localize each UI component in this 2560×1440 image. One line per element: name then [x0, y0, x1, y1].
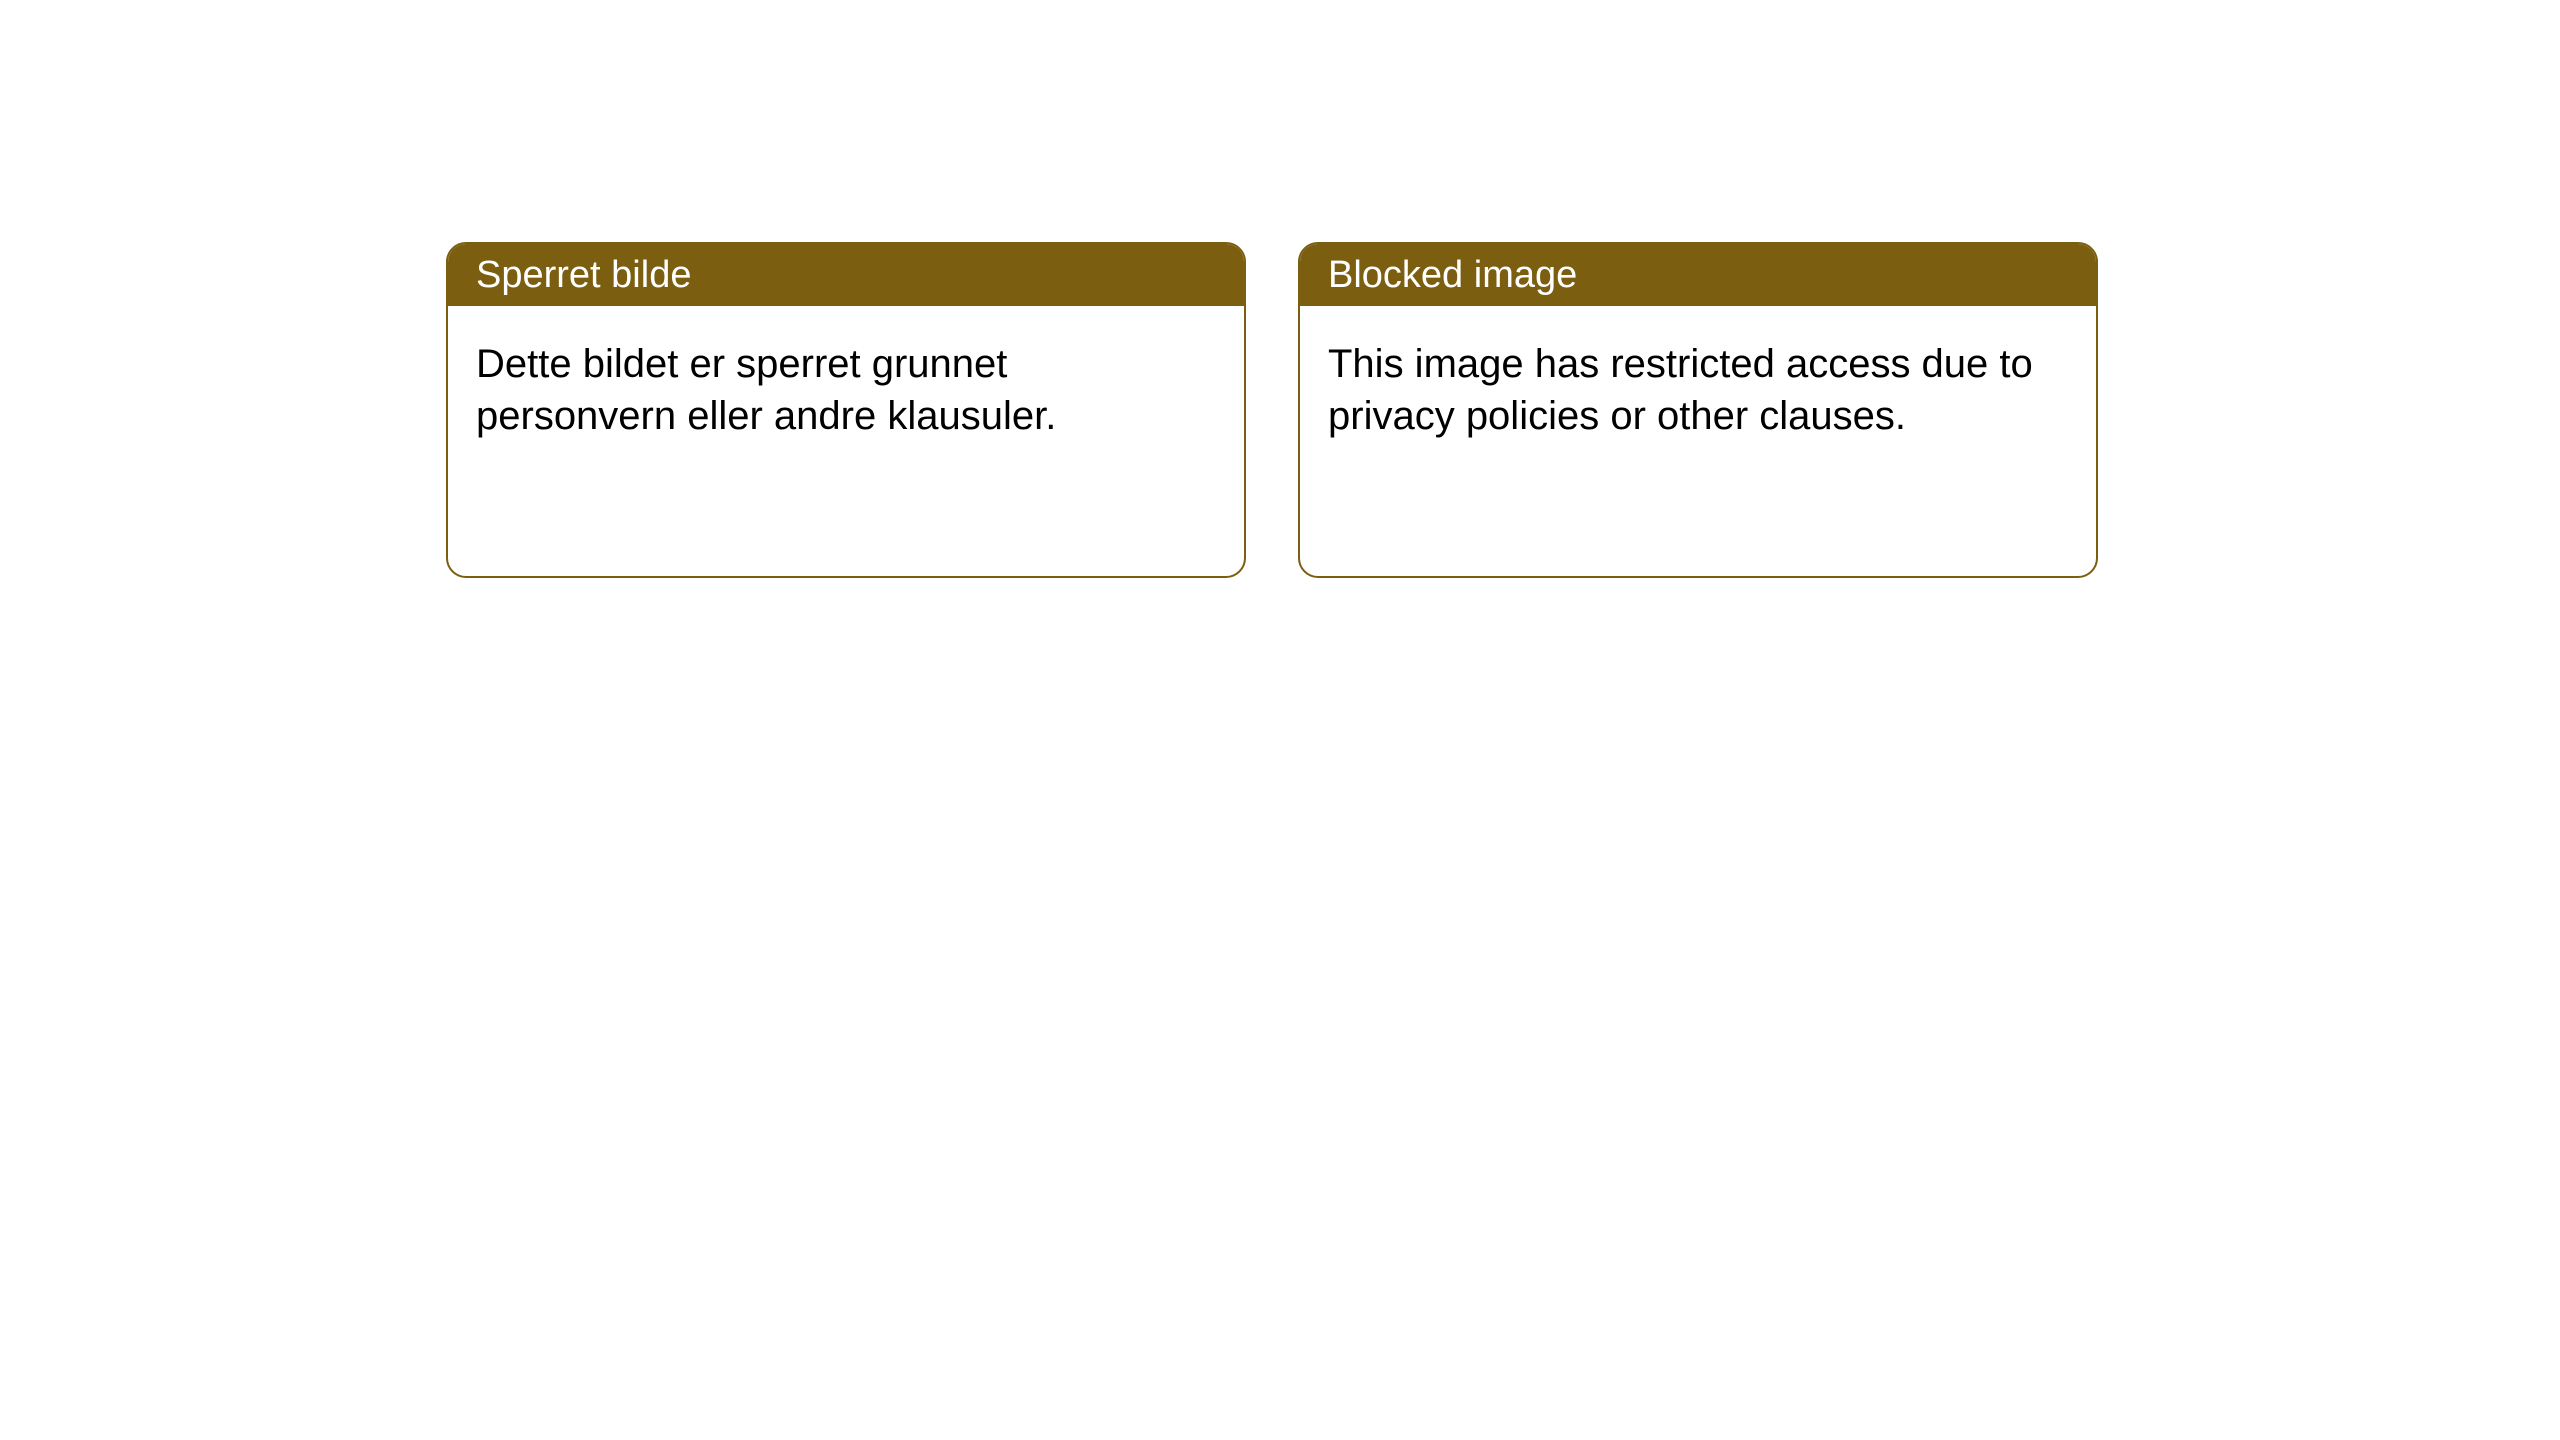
notice-card-english: Blocked image This image has restricted …	[1298, 242, 2098, 578]
card-body: Dette bildet er sperret grunnet personve…	[448, 306, 1244, 474]
card-body: This image has restricted access due to …	[1300, 306, 2096, 474]
card-header: Sperret bilde	[448, 244, 1244, 306]
card-title: Blocked image	[1328, 254, 1577, 297]
notice-container: Sperret bilde Dette bildet er sperret gr…	[446, 242, 2098, 578]
card-body-text: This image has restricted access due to …	[1328, 342, 2033, 438]
card-body-text: Dette bildet er sperret grunnet personve…	[476, 342, 1056, 438]
card-title: Sperret bilde	[476, 254, 691, 297]
notice-card-norwegian: Sperret bilde Dette bildet er sperret gr…	[446, 242, 1246, 578]
card-header: Blocked image	[1300, 244, 2096, 306]
